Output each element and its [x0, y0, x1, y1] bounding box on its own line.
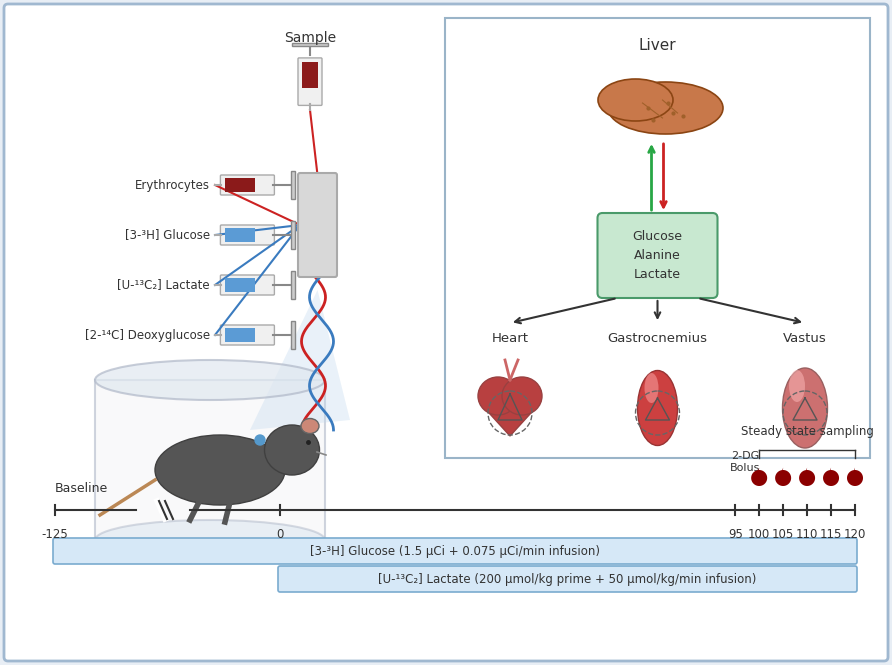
FancyBboxPatch shape — [278, 566, 857, 592]
Ellipse shape — [155, 435, 285, 505]
FancyBboxPatch shape — [298, 58, 322, 105]
Ellipse shape — [638, 370, 678, 446]
FancyBboxPatch shape — [598, 213, 717, 298]
Text: 95: 95 — [728, 528, 743, 541]
FancyBboxPatch shape — [220, 275, 275, 295]
Text: Heart: Heart — [491, 331, 528, 344]
Ellipse shape — [789, 370, 805, 402]
Bar — [291, 171, 295, 200]
Bar — [225, 278, 255, 292]
Bar — [95, 380, 325, 540]
Text: Baseline: Baseline — [55, 481, 108, 495]
Ellipse shape — [265, 425, 319, 475]
FancyBboxPatch shape — [220, 325, 275, 345]
Polygon shape — [799, 467, 815, 486]
FancyBboxPatch shape — [4, 4, 888, 661]
Polygon shape — [847, 467, 863, 486]
Bar — [301, 62, 318, 88]
Ellipse shape — [608, 82, 723, 134]
Circle shape — [255, 435, 265, 445]
Text: Gastrocnemius: Gastrocnemius — [607, 331, 707, 344]
Ellipse shape — [782, 368, 828, 448]
FancyBboxPatch shape — [53, 538, 857, 564]
Polygon shape — [823, 467, 839, 486]
Ellipse shape — [598, 79, 673, 121]
Bar — [291, 271, 295, 299]
Text: [2-¹⁴C] Deoxyglucose: [2-¹⁴C] Deoxyglucose — [85, 329, 210, 342]
Text: [3-³H] Glucose (1.5 μCi + 0.075 μCi/min infusion): [3-³H] Glucose (1.5 μCi + 0.075 μCi/min … — [310, 545, 600, 557]
Text: -125: -125 — [42, 528, 69, 541]
Text: 110: 110 — [796, 528, 818, 541]
Text: Liver: Liver — [639, 39, 676, 53]
Text: [U-¹³C₂] Lactate (200 μmol/kg prime + 50 μmol/kg/min infusion): [U-¹³C₂] Lactate (200 μmol/kg prime + 50… — [378, 573, 756, 585]
Bar — [225, 178, 255, 192]
Polygon shape — [250, 290, 350, 430]
Text: [U-¹³C₂] Lactate: [U-¹³C₂] Lactate — [118, 279, 210, 291]
FancyBboxPatch shape — [220, 175, 275, 195]
Ellipse shape — [95, 520, 325, 560]
Bar — [291, 221, 295, 249]
FancyBboxPatch shape — [220, 225, 275, 245]
Text: Glucose
Alanine
Lactate: Glucose Alanine Lactate — [632, 230, 682, 281]
Polygon shape — [480, 403, 540, 436]
Text: Erythrocytes: Erythrocytes — [135, 178, 210, 192]
Ellipse shape — [95, 360, 325, 400]
Polygon shape — [751, 467, 767, 486]
Text: 115: 115 — [820, 528, 842, 541]
Bar — [225, 228, 255, 242]
Text: 2-DG
Bolus: 2-DG Bolus — [730, 451, 760, 473]
Bar — [225, 328, 255, 342]
Text: 120: 120 — [844, 528, 866, 541]
Bar — [293, 43, 327, 46]
FancyBboxPatch shape — [298, 173, 337, 277]
Ellipse shape — [301, 418, 319, 434]
Text: 105: 105 — [772, 528, 794, 541]
Text: Steady state sampling: Steady state sampling — [740, 425, 873, 438]
Bar — [445, 18, 870, 458]
Ellipse shape — [478, 377, 518, 415]
Ellipse shape — [502, 377, 542, 415]
Text: 100: 100 — [748, 528, 771, 541]
Bar — [291, 321, 295, 349]
Polygon shape — [775, 467, 791, 486]
Text: Sample: Sample — [284, 31, 336, 45]
Text: 0: 0 — [277, 528, 284, 541]
Text: [3-³H] Glucose: [3-³H] Glucose — [125, 229, 210, 241]
Ellipse shape — [645, 373, 658, 403]
Text: Vastus: Vastus — [783, 331, 827, 344]
